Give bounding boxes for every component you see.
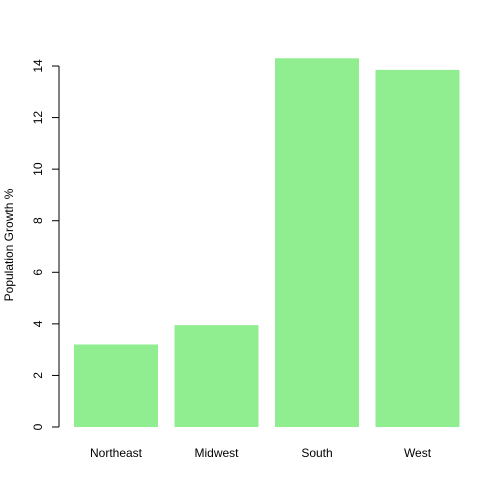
y-tick-label-0: 0 xyxy=(31,423,45,430)
y-tick-label-10: 10 xyxy=(31,162,45,176)
y-axis: 0 2 4 6 8 10 12 14 xyxy=(31,59,60,430)
y-tick-label-14: 14 xyxy=(31,59,45,73)
bar-west xyxy=(375,69,460,427)
y-tick-label-8: 8 xyxy=(31,217,45,224)
y-tick-label-12: 12 xyxy=(31,111,45,125)
bar-northeast xyxy=(74,344,158,427)
y-tick-label-6: 6 xyxy=(31,269,45,276)
y-axis-title: Population Growth % xyxy=(2,188,16,301)
bars-group xyxy=(74,58,460,428)
x-tick-label-midwest: Midwest xyxy=(194,446,239,460)
bar-south xyxy=(275,58,359,428)
bar-midwest xyxy=(174,325,259,427)
x-tick-label-northeast: Northeast xyxy=(90,446,143,460)
x-tick-label-south: South xyxy=(301,446,332,460)
y-tick-label-2: 2 xyxy=(31,372,45,379)
x-axis-labels: Northeast Midwest South West xyxy=(90,446,432,460)
y-tick-label-4: 4 xyxy=(31,320,45,327)
x-tick-label-west: West xyxy=(404,446,432,460)
